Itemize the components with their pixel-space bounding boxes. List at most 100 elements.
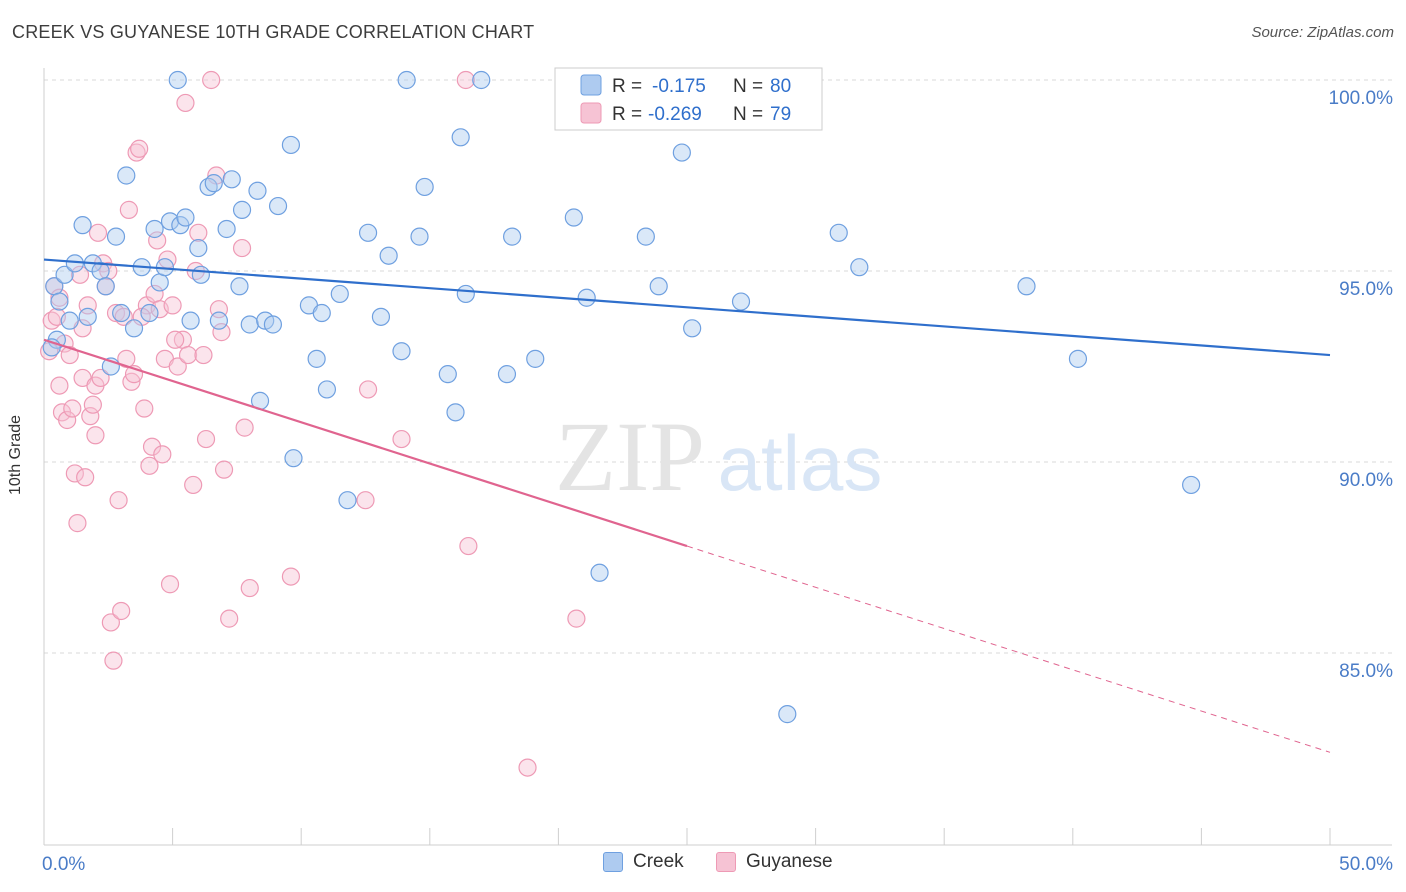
series-guyanese-points [40, 70, 586, 777]
creek-point [78, 307, 97, 326]
guyanese-point [135, 399, 154, 418]
creek-point [189, 238, 208, 258]
guyanese-point [86, 426, 105, 445]
legend-item-guyanese[interactable]: Guyanese [716, 851, 833, 873]
creek-point [55, 265, 74, 284]
guyanese-trend-line [43, 338, 688, 548]
guyanese-point [518, 758, 537, 777]
legend-top: R = -0.175 N = 80 R = -0.269 N = 79 [554, 67, 823, 131]
source-label: Source: ZipAtlas.com [1251, 24, 1394, 41]
legend-label-creek: Creek [633, 851, 684, 872]
creek-point [1068, 349, 1088, 368]
guyanese-point [196, 429, 216, 449]
guyanese-point [214, 460, 234, 479]
creek-point [317, 380, 337, 399]
creek-point [410, 227, 429, 246]
guyanese-point [358, 380, 378, 399]
creek-point [649, 277, 668, 296]
guyanese-point [202, 70, 221, 90]
guyanese-point [81, 407, 100, 426]
guyanese-point [392, 429, 411, 449]
creek-point [150, 273, 169, 292]
creek-point [112, 303, 131, 323]
creek-point [577, 288, 596, 307]
creek-point [564, 208, 583, 227]
creek-trend-line [43, 258, 1331, 357]
creek-point [160, 212, 180, 231]
creek-point [392, 342, 411, 361]
watermark-atlas: atlas [718, 419, 883, 507]
guyanese-point [50, 288, 69, 307]
guyanese-point [83, 395, 102, 414]
creek-point [446, 403, 465, 422]
creek-point [307, 349, 326, 368]
creek-point [281, 135, 301, 155]
guyanese-point [70, 265, 90, 284]
creek-point [590, 563, 609, 582]
guyanese-point [178, 345, 198, 365]
creek-point [60, 311, 79, 330]
y-tick-labels: 85.0% 90.0% 95.0% 100.0% [1329, 88, 1394, 682]
guyanese-point [63, 399, 82, 418]
guyanese-point [112, 601, 131, 621]
creek-point [140, 303, 159, 323]
guyanese-point [148, 231, 167, 250]
guyanese-point [456, 70, 475, 90]
legend-creek-r-value: -0.175 [652, 76, 706, 97]
creek-point [263, 315, 283, 334]
creek-point [438, 365, 457, 384]
legend-label-guyanese: Guyanese [746, 851, 833, 872]
creek-point [284, 449, 303, 468]
creek-point [181, 311, 200, 330]
creek-point [526, 349, 545, 368]
creek-point [117, 166, 136, 185]
creek-point [312, 303, 331, 323]
guyanese-trend-line-extension [686, 545, 1331, 753]
creek-point [209, 311, 228, 330]
creek-point [397, 70, 416, 90]
creek-point [778, 705, 797, 724]
legend-swatch-guyanese-bottom [716, 852, 736, 872]
creek-point [124, 319, 144, 338]
y-tick-label-1: 90.0% [1339, 470, 1393, 491]
guyanese-point [163, 296, 182, 315]
legend-item-creek[interactable]: Creek [603, 851, 684, 873]
legend-guyanese-r-value: -0.269 [648, 104, 702, 125]
guyanese-point [281, 567, 301, 586]
guyanese-point [68, 514, 87, 533]
guyanese-point [176, 93, 195, 113]
guyanese-point [240, 578, 259, 598]
creek-point [268, 196, 288, 216]
guyanese-point [101, 613, 120, 632]
guyanese-point [76, 468, 95, 487]
axes [43, 68, 1392, 846]
guyanese-point [60, 345, 79, 365]
creek-point [240, 315, 259, 334]
creek-point [96, 277, 115, 296]
creek-point [1182, 475, 1201, 495]
creek-point [731, 292, 751, 311]
creek-point [672, 143, 691, 162]
legend-swatch-creek-bottom [603, 852, 623, 872]
creek-point [106, 227, 126, 246]
guyanese-point [117, 349, 136, 368]
creek-point [451, 128, 470, 147]
legend-creek-r-label: R = [612, 76, 642, 97]
creek-point [222, 170, 241, 189]
x-tick-label-1: 50.0% [1339, 854, 1393, 875]
creek-point [1017, 277, 1036, 296]
creek-point [472, 70, 491, 90]
creek-point [829, 223, 848, 242]
guyanese-point [153, 445, 172, 464]
x-tick-label-0: 0.0% [42, 854, 85, 875]
guyanese-point [109, 491, 128, 510]
legend-guyanese-n-label: N = [733, 104, 763, 125]
creek-point [683, 319, 702, 338]
creek-point [636, 227, 655, 246]
creek-point [338, 491, 357, 510]
guyanese-point [142, 437, 162, 456]
creek-point [503, 227, 522, 246]
y-tick-label-0: 85.0% [1339, 661, 1393, 682]
guyanese-point [232, 238, 252, 258]
creek-point [371, 307, 391, 326]
